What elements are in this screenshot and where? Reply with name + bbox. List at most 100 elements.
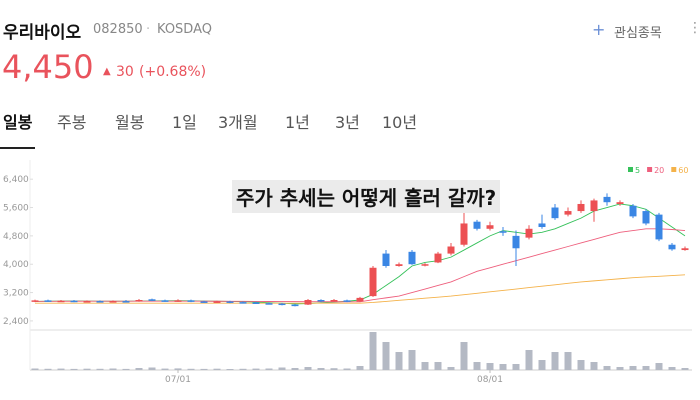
candle-body: [343, 300, 351, 302]
moving-average: [34, 203, 686, 305]
candle-body: [616, 202, 624, 204]
volume-bar: [395, 352, 403, 370]
volume-bar: [473, 362, 481, 370]
candle-body: [330, 300, 338, 302]
volume-bar: [161, 368, 169, 370]
x-tick-label: 07/01: [165, 375, 191, 385]
volume-bar: [291, 368, 299, 370]
volume-bar: [187, 368, 195, 370]
tab-underline: [0, 147, 35, 149]
volume-bar: [278, 367, 286, 370]
candle-body: [668, 244, 676, 250]
candle-body: [83, 301, 91, 303]
candle-body: [486, 225, 494, 229]
volume-bar: [460, 342, 468, 370]
change: 30: [116, 64, 134, 80]
candle-body: [473, 221, 481, 229]
volume-bar: [538, 360, 546, 370]
candle-body: [434, 253, 442, 263]
candle-body: [187, 300, 195, 302]
moving-average: [34, 228, 686, 303]
tab[interactable]: 월봉: [115, 113, 145, 132]
candle-body: [603, 196, 611, 203]
legend-swatch: [628, 167, 633, 172]
stock-name: 우리바이오: [3, 23, 82, 43]
volume-bar: [642, 366, 650, 370]
y-tick-label: 5,600: [3, 204, 29, 214]
volume-bar: [252, 368, 260, 370]
volume-bar: [330, 368, 338, 370]
volume-bar: [655, 363, 663, 370]
volume-bar: [31, 368, 39, 370]
candle-body: [369, 267, 377, 297]
volume-bar: [421, 362, 429, 370]
volume-bar: [590, 362, 598, 370]
volume-bar: [317, 368, 325, 370]
volume-bar: [447, 367, 455, 370]
candle-body: [96, 301, 104, 303]
candle-body: [655, 214, 663, 240]
candle-body: [252, 302, 260, 304]
tab[interactable]: 일봉: [3, 113, 33, 132]
candle-body: [681, 248, 689, 251]
y-tick-label: 4,000: [3, 260, 29, 270]
moving-average: [35, 274, 686, 304]
market: KOSDAQ: [157, 22, 212, 37]
volume-bar: [525, 350, 533, 370]
volume-bar: [629, 366, 637, 370]
candle-body: [447, 246, 455, 254]
volume-bar: [96, 368, 104, 370]
legend-label: 60: [678, 166, 688, 175]
more-icon[interactable]: ⋮: [688, 20, 700, 36]
y-tick-label: 3,200: [3, 289, 29, 299]
volume-bar: [668, 367, 676, 370]
volume-bar: [213, 368, 221, 370]
volume-bar: [564, 352, 572, 370]
tab[interactable]: 3년: [335, 113, 360, 132]
volume-bar: [122, 368, 130, 370]
tab[interactable]: 3개월: [218, 113, 258, 132]
legend-swatch: [647, 167, 653, 172]
tab[interactable]: 1년: [285, 113, 310, 132]
plus-icon[interactable]: +: [592, 20, 606, 39]
volume-bar: [109, 368, 117, 370]
candle-body: [512, 235, 520, 249]
candle-body: [551, 207, 559, 219]
change-pct: (+0.68%): [139, 64, 207, 80]
volume-bar: [239, 368, 247, 370]
candle-body: [499, 231, 507, 233]
volume-bar: [57, 368, 65, 370]
candle-body: [642, 211, 650, 224]
candle-body: [538, 223, 546, 228]
volume-bar: [434, 362, 442, 370]
volume-bar: [174, 368, 182, 370]
candle-body: [148, 299, 156, 301]
watch-button[interactable]: 관심종목: [614, 26, 662, 41]
candle-body: [135, 300, 143, 302]
candle-body: [200, 301, 208, 303]
tab[interactable]: 주봉: [57, 113, 87, 132]
candle-body: [278, 303, 286, 306]
candle-body: [213, 301, 221, 303]
candle-body: [590, 200, 598, 212]
volume-bar: [343, 368, 351, 370]
up-arrow: ▲: [103, 66, 111, 77]
candle-body: [109, 301, 117, 303]
candle-body: [265, 303, 273, 305]
y-tick-label: 4,800: [3, 232, 29, 242]
candle-body: [382, 253, 390, 266]
volume-bar: [83, 368, 91, 370]
candle-body: [577, 203, 585, 212]
candle-body: [291, 304, 299, 307]
volume-bar: [200, 368, 208, 370]
tab[interactable]: 1일: [172, 113, 197, 132]
stock-code: 082850: [93, 22, 143, 37]
candle-body: [408, 251, 416, 265]
candle-body: [226, 301, 234, 303]
tab[interactable]: 10년: [382, 113, 418, 132]
candle-body: [174, 300, 182, 302]
volume-bar: [44, 368, 52, 370]
candle-body: [421, 264, 429, 266]
volume-bar: [148, 367, 156, 370]
